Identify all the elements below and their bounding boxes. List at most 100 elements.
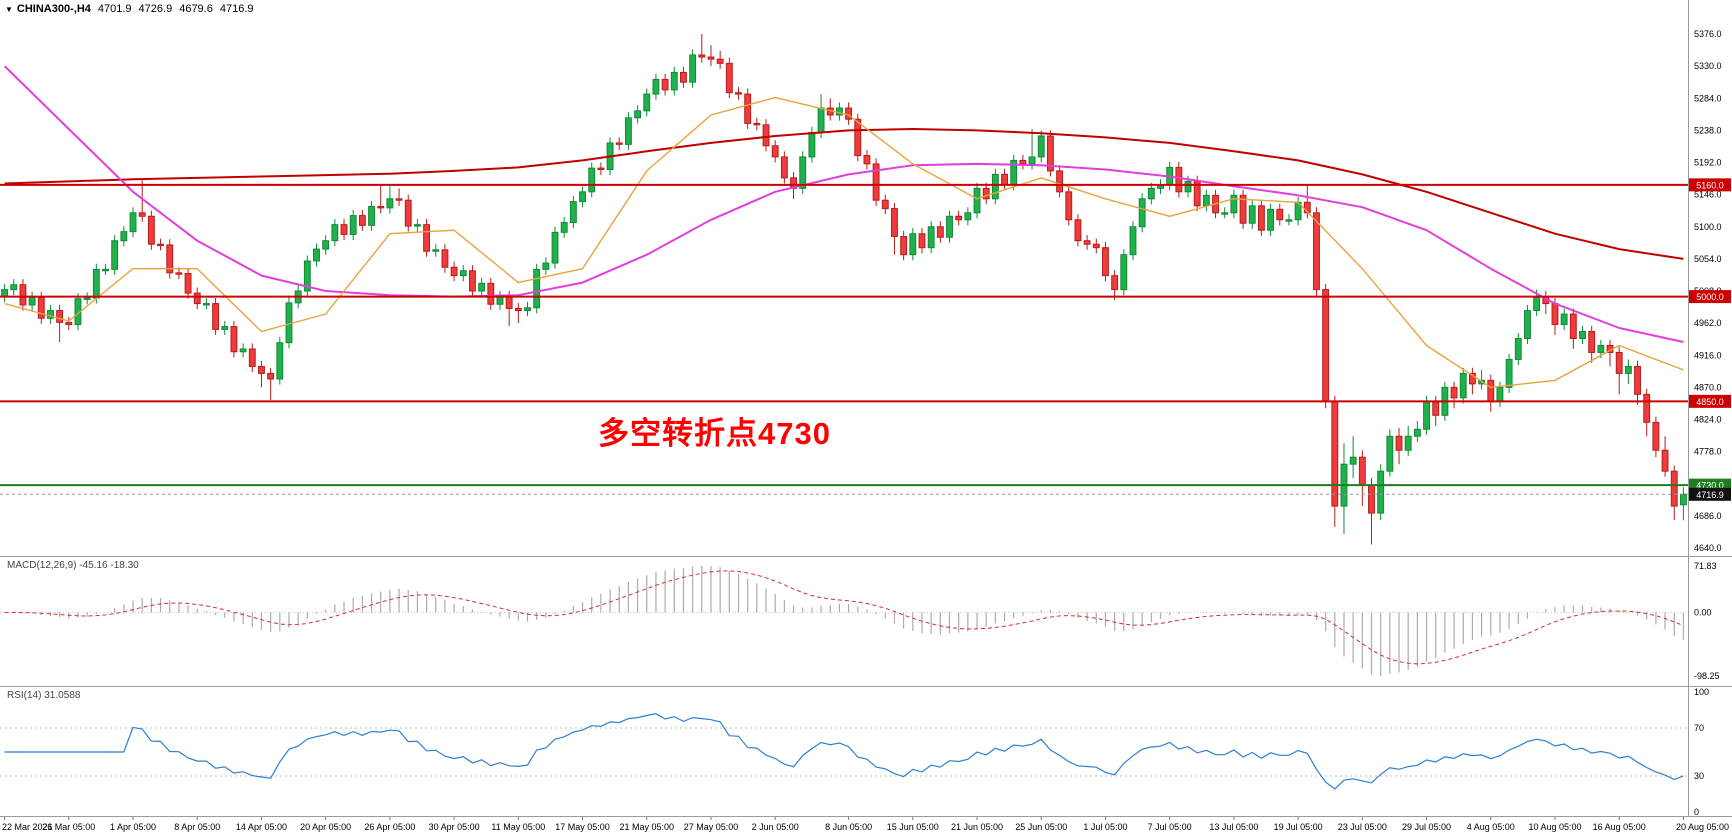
svg-text:11 May 05:00: 11 May 05:00	[491, 822, 545, 832]
svg-text:4962.0: 4962.0	[1694, 318, 1722, 328]
svg-text:21 Jun 05:00: 21 Jun 05:00	[951, 822, 1003, 832]
price-badge	[1689, 487, 1731, 501]
candles-layer	[1, 34, 1687, 545]
candle	[1450, 386, 1458, 399]
candle	[120, 231, 128, 242]
candle	[1129, 226, 1137, 256]
svg-text:16 Aug 05:00: 16 Aug 05:00	[1593, 822, 1646, 832]
svg-text:4 Aug 05:00: 4 Aug 05:00	[1467, 822, 1515, 832]
candle	[313, 248, 320, 262]
candle	[1102, 247, 1109, 277]
candle	[762, 124, 770, 147]
mid-ma	[3, 65, 1684, 343]
svg-text:5054.0: 5054.0	[1694, 254, 1722, 264]
candle	[680, 71, 687, 83]
svg-text:8 Jun 05:00: 8 Jun 05:00	[825, 822, 872, 832]
candle	[276, 342, 284, 380]
candle	[1313, 212, 1320, 291]
svg-text:22 Mar 2021: 22 Mar 2021	[2, 822, 53, 832]
symbol-period-label: CHINA300-,H4	[16, 3, 91, 15]
candle	[37, 296, 45, 319]
candle	[469, 270, 476, 292]
candle	[10, 284, 18, 291]
svg-text:10 Aug 05:00: 10 Aug 05:00	[1528, 822, 1581, 832]
rsi-pane: 100 70 30 0	[0, 687, 1709, 817]
svg-text:70: 70	[1694, 723, 1704, 733]
candle	[1083, 240, 1091, 245]
candle	[927, 226, 935, 249]
candle	[1496, 386, 1504, 402]
price-axis: 5376.0 5330.0 5284.0 5238.0 5192.0 5146.0 5100…	[1689, 29, 1731, 553]
svg-text:27 May 05:00: 27 May 05:00	[684, 822, 739, 832]
candle	[358, 215, 366, 226]
candle	[102, 268, 109, 272]
candle	[615, 142, 623, 145]
svg-text:2 Jun 05:00: 2 Jun 05:00	[752, 822, 799, 832]
price-badge	[1689, 394, 1731, 408]
svg-text:20 Apr 05:00: 20 Apr 05:00	[300, 822, 351, 832]
candle	[478, 282, 486, 292]
candle	[1643, 393, 1651, 423]
candle	[65, 321, 73, 326]
candle	[441, 249, 449, 268]
svg-text:8 Apr 05:00: 8 Apr 05:00	[174, 822, 220, 832]
svg-text:13 Jul 05:00: 13 Jul 05:00	[1209, 822, 1258, 832]
svg-text:5160.0: 5160.0	[1696, 180, 1724, 190]
candle	[1404, 435, 1412, 451]
candle	[955, 215, 963, 221]
candle	[1597, 344, 1605, 353]
candle	[1001, 173, 1008, 186]
svg-text:19 Jul 05:00: 19 Jul 05:00	[1274, 822, 1323, 832]
candle	[735, 92, 742, 95]
candle	[1487, 379, 1495, 402]
candle	[725, 62, 733, 94]
candle	[982, 187, 990, 200]
candle	[1679, 493, 1687, 506]
candle	[551, 231, 559, 264]
svg-text:21 May 05:00: 21 May 05:00	[619, 822, 674, 832]
candle	[643, 93, 651, 112]
candle	[771, 145, 779, 158]
candle	[1147, 187, 1155, 200]
candle	[1276, 208, 1284, 221]
svg-text:30 Apr 05:00: 30 Apr 05:00	[429, 822, 480, 832]
candle	[1615, 351, 1623, 374]
candle	[863, 155, 871, 165]
candle	[258, 365, 265, 374]
candle	[184, 273, 192, 294]
candle	[505, 296, 513, 309]
candle	[413, 224, 421, 227]
svg-text:4916.0: 4916.0	[1694, 350, 1722, 360]
candle	[331, 224, 339, 242]
candle	[1037, 135, 1045, 158]
candle	[1056, 170, 1064, 193]
candle	[1349, 456, 1357, 465]
candle	[1652, 421, 1660, 451]
svg-text:5238.0: 5238.0	[1694, 125, 1722, 135]
candle	[560, 222, 568, 233]
candle	[624, 117, 632, 145]
candle	[248, 348, 256, 367]
candle	[524, 307, 531, 312]
candle	[597, 167, 605, 170]
svg-text:100: 100	[1694, 687, 1709, 697]
candle	[1257, 205, 1265, 231]
candle	[1285, 219, 1293, 222]
macd-signal-line	[4, 570, 1684, 665]
candle	[1028, 156, 1036, 165]
candle	[542, 262, 550, 270]
candle	[753, 122, 761, 126]
candle	[1184, 180, 1192, 193]
candle	[707, 56, 715, 60]
candle	[1624, 365, 1632, 374]
candle	[193, 292, 201, 305]
svg-text:4716.9: 4716.9	[1696, 490, 1724, 500]
chevron-down-icon[interactable]: ▼	[5, 4, 13, 14]
candle	[1413, 428, 1421, 437]
candle	[936, 226, 944, 238]
svg-text:4686.0: 4686.0	[1694, 511, 1722, 521]
candle	[487, 282, 495, 305]
svg-text:5330.0: 5330.0	[1694, 61, 1722, 71]
